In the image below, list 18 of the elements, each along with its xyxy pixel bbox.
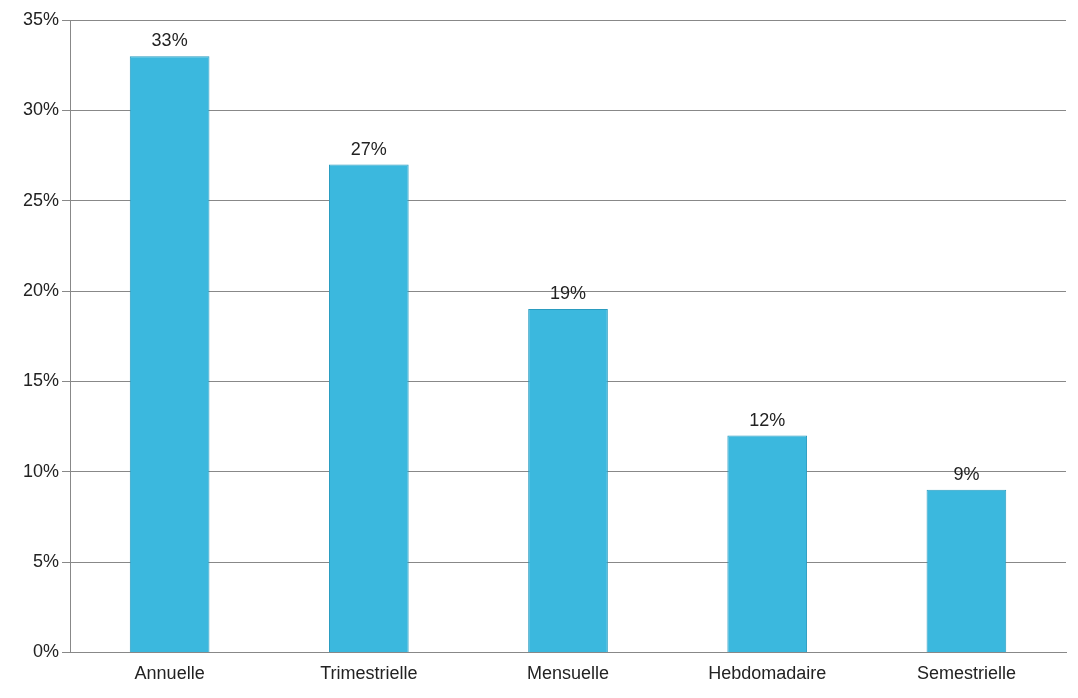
y-tick-label: 30% [23,99,60,120]
data-label: 19% [550,283,587,304]
x-tick-label: Mensuelle [526,663,610,684]
data-label: 33% [151,30,188,51]
y-tick-label: 20% [23,280,60,300]
data-label: 12% [749,409,786,430]
y-tick-label: 15% [23,370,60,391]
data-label: 27% [350,138,387,159]
x-tick-label: Trimestrielle [320,663,418,684]
y-tick-label: 25% [23,189,60,210]
x-tick-label: Hebdomadaire [708,663,827,684]
x-tick-label: Semestrielle [916,663,1016,684]
y-tick-label: 5% [33,551,60,572]
y-tick-label: 0% [33,641,60,662]
y-tick-label: 35% [23,8,60,29]
data-label: 9% [953,463,980,484]
x-tick-label: Annuelle [134,663,205,684]
y-tick-label: 10% [23,460,60,481]
